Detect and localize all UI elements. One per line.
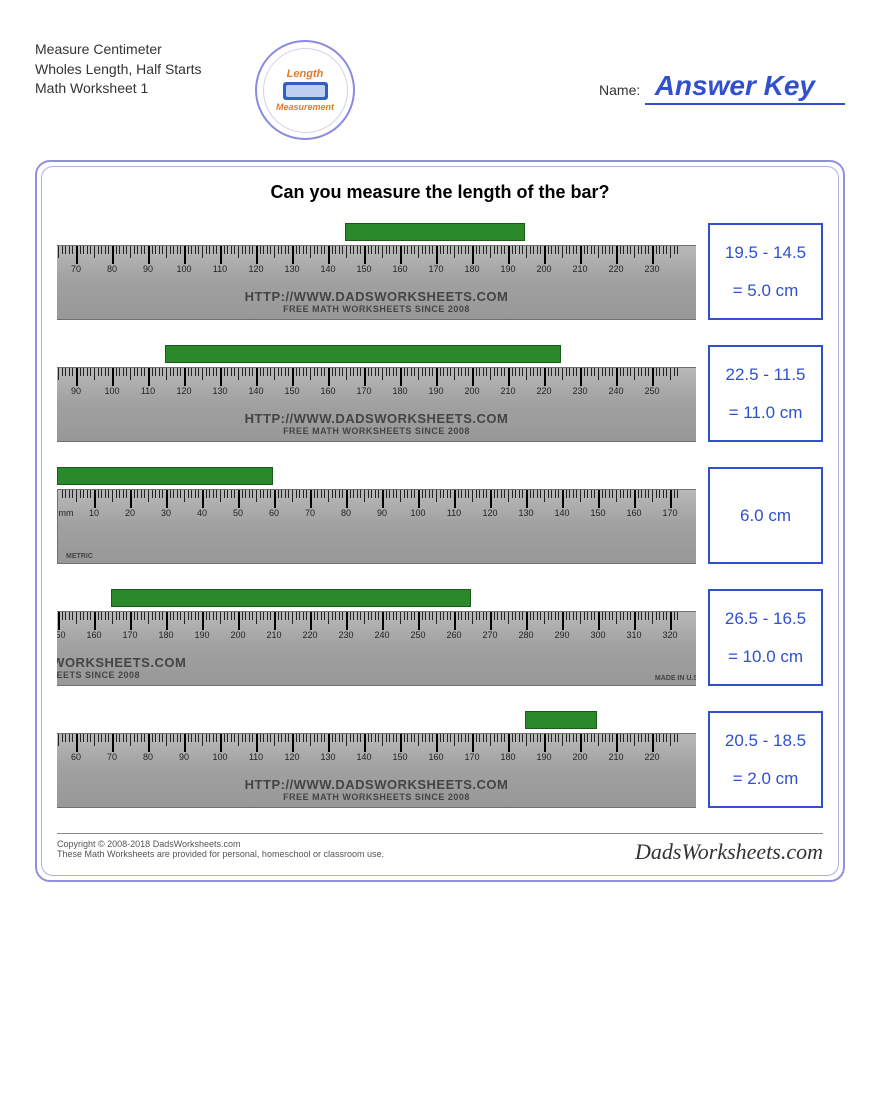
title-line-3: Math Worksheet 1 xyxy=(35,79,235,99)
worksheet-page: Measure Centimeter Wholes Length, Half S… xyxy=(35,40,845,1060)
measured-bar xyxy=(111,589,471,607)
footer: Copyright © 2008-2018 DadsWorksheets.com… xyxy=(57,833,823,865)
answer-box: 26.5 - 16.5 = 10.0 cm xyxy=(708,589,823,686)
footer-brand: DadsWorksheets.com xyxy=(635,839,823,865)
length-badge-icon: Length Measurement xyxy=(255,40,355,140)
ruler: 7080901001101201301401501601701801902002… xyxy=(57,245,696,320)
answer-box: 20.5 - 18.5 = 2.0 cm xyxy=(708,711,823,808)
calc-text: 20.5 - 18.5 xyxy=(725,731,806,751)
ruler: 1020304050607080901001101201301401501601… xyxy=(57,489,696,564)
made-label: MADE IN U.S.A. xyxy=(655,675,696,682)
name-block: Name: Answer Key xyxy=(375,40,845,102)
ruler-area: 6070809010011012013014015016017018019020… xyxy=(57,711,696,808)
ruler-area: 7080901001101201301401501601701801902002… xyxy=(57,223,696,320)
ruler-area: 1501601701801902002102202302402502602702… xyxy=(57,589,696,686)
problem-row: 1020304050607080901001101201301401501601… xyxy=(57,467,823,564)
measured-bar xyxy=(165,345,561,363)
ruler-branding: HTTP://WWW.DADSWORKSHEETS.COMFREE MATH W… xyxy=(57,411,696,436)
answer-box: 6.0 cm xyxy=(708,467,823,564)
ruler-branding: HTTP://WWW.DADSWORKSHEETS.COMFREE MATH W… xyxy=(57,777,696,802)
result-text: = 5.0 cm xyxy=(733,281,799,301)
content-frame: Can you measure the length of the bar? 7… xyxy=(35,160,845,882)
header: Measure Centimeter Wholes Length, Half S… xyxy=(35,40,845,140)
copyright-text: Copyright © 2008-2018 DadsWorksheets.com xyxy=(57,839,384,849)
badge-bottom-text: Measurement xyxy=(276,102,334,112)
problem-row: 6070809010011012013014015016017018019020… xyxy=(57,711,823,808)
problem-row: 1501601701801902002102202302402502602702… xyxy=(57,589,823,686)
ruler: 9010011012013014015016017018019020021022… xyxy=(57,367,696,442)
ruler-area: 9010011012013014015016017018019020021022… xyxy=(57,345,696,442)
ruler: 1501601701801902002102202302402502602702… xyxy=(57,611,696,686)
problems-container: 7080901001101201301401501601701801902002… xyxy=(57,223,823,808)
answer-key-text: Answer Key xyxy=(645,70,845,105)
answer-box: 19.5 - 14.5 = 5.0 cm xyxy=(708,223,823,320)
question-text: Can you measure the length of the bar? xyxy=(57,182,823,203)
title-line-1: Measure Centimeter xyxy=(35,40,235,60)
footer-left: Copyright © 2008-2018 DadsWorksheets.com… xyxy=(57,839,384,859)
ruler-area: 1020304050607080901001101201301401501601… xyxy=(57,467,696,564)
ruler-branding: HTTP://WWW.DADSFREE MATH S xyxy=(58,533,696,558)
calc-text: 19.5 - 14.5 xyxy=(725,243,806,263)
disclaimer-text: These Math Worksheets are provided for p… xyxy=(57,849,384,859)
problem-row: 9010011012013014015016017018019020021022… xyxy=(57,345,823,442)
result-text: 6.0 cm xyxy=(740,506,791,526)
result-text: = 10.0 cm xyxy=(728,647,803,667)
ruler: 6070809010011012013014015016017018019020… xyxy=(57,733,696,808)
result-text: = 2.0 cm xyxy=(733,769,799,789)
problem-row: 7080901001101201301401501601701801902002… xyxy=(57,223,823,320)
calc-text: 26.5 - 16.5 xyxy=(725,609,806,629)
answer-box: 22.5 - 11.5 = 11.0 cm xyxy=(708,345,823,442)
measured-bar xyxy=(57,467,273,485)
measured-bar xyxy=(345,223,525,241)
metric-label: METRIC xyxy=(66,553,93,560)
calc-text: 22.5 - 11.5 xyxy=(725,365,805,385)
title-line-2: Wholes Length, Half Starts xyxy=(35,60,235,80)
content-inner: Can you measure the length of the bar? 7… xyxy=(41,166,839,876)
title-block: Measure Centimeter Wholes Length, Half S… xyxy=(35,40,235,99)
badge-top-text: Length xyxy=(287,68,324,80)
ruler-branding: SWORKSHEETS.COMSHEETS SINCE 2008 xyxy=(57,655,696,680)
result-text: = 11.0 cm xyxy=(729,403,803,423)
ruler-icon xyxy=(283,82,328,100)
ruler-branding: HTTP://WWW.DADSWORKSHEETS.COMFREE MATH W… xyxy=(57,289,696,314)
name-label: Name: xyxy=(599,82,640,98)
measured-bar xyxy=(525,711,597,729)
